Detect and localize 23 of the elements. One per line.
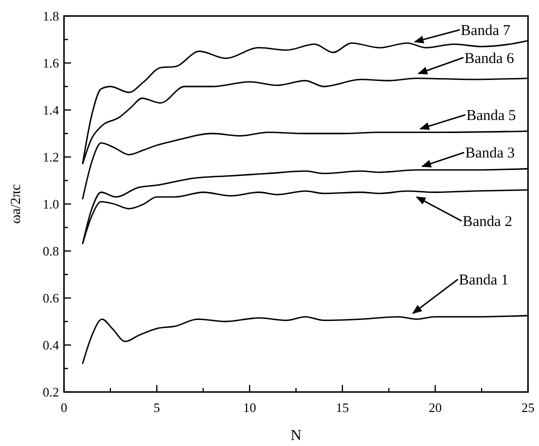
annotation: Banda 7 xyxy=(460,23,511,40)
y-tick-label: 1.0 xyxy=(42,196,59,212)
x-tick-label: 5 xyxy=(154,400,160,415)
y-tick-label: 1.2 xyxy=(42,150,59,165)
annotation: Banda 2 xyxy=(462,214,512,230)
x-tick-label: 25 xyxy=(522,400,534,415)
x-tick-label: 0 xyxy=(60,400,68,415)
x-tick-label: 15 xyxy=(336,400,349,415)
y-tick-label: 1.4 xyxy=(42,102,60,118)
y-tick-label: 0.2 xyxy=(42,384,59,400)
y-axis-title: ωa/2πc xyxy=(9,184,24,224)
annotation: Banda 1 xyxy=(458,272,509,289)
y-tick-label: 0.4 xyxy=(42,338,60,353)
x-axis-title: N xyxy=(290,428,302,444)
x-tick-label: 20 xyxy=(428,400,442,415)
annotation: Banda 5 xyxy=(466,108,516,124)
y-tick-label: 0.8 xyxy=(42,244,59,259)
y-tick-label: 1.6 xyxy=(42,56,60,71)
y-tick-label: 1.8 xyxy=(42,8,59,24)
annotation: Banda 3 xyxy=(465,146,515,162)
y-tick-label: 0.6 xyxy=(42,290,60,306)
x-tick-label: 10 xyxy=(243,400,256,415)
annotation: Banda 6 xyxy=(464,50,515,67)
